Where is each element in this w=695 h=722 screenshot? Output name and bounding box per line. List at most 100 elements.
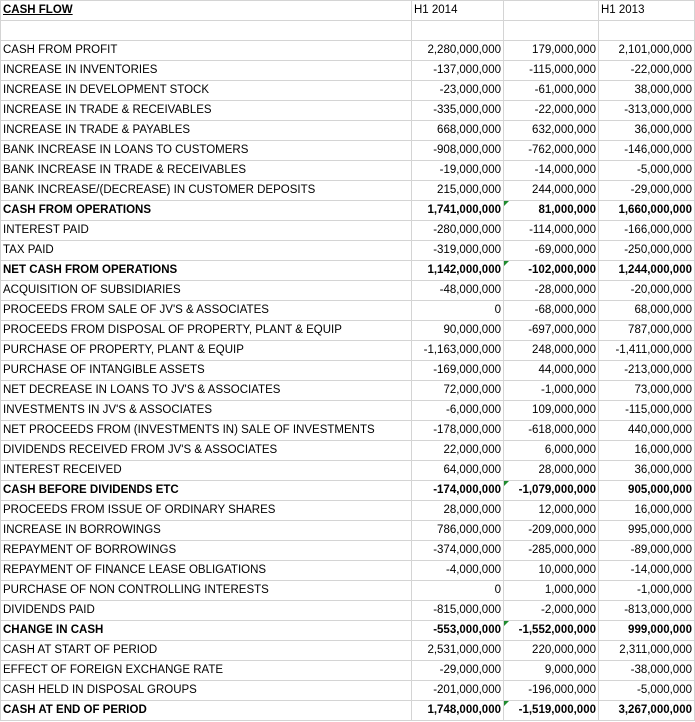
value-change[interactable]: -196,000,000 xyxy=(503,680,599,701)
value-change[interactable]: 1,000,000 xyxy=(503,580,599,601)
empty-cell[interactable] xyxy=(598,20,695,41)
value-h1-2013[interactable]: 73,000,000 xyxy=(598,380,695,401)
value-h1-2014[interactable]: -48,000,000 xyxy=(411,280,504,301)
row-label[interactable]: ACQUISITION OF SUBSIDIARIES xyxy=(0,280,412,301)
value-h1-2014[interactable]: -553,000,000 xyxy=(411,620,504,641)
row-label[interactable]: PURCHASE OF NON CONTROLLING INTERESTS xyxy=(0,580,412,601)
value-h1-2013[interactable]: -22,000,000 xyxy=(598,60,695,81)
value-change[interactable]: 10,000,000 xyxy=(503,560,599,581)
row-label[interactable]: CASH FROM PROFIT xyxy=(0,40,412,61)
value-h1-2014[interactable]: 668,000,000 xyxy=(411,120,504,141)
value-h1-2013[interactable]: -5,000,000 xyxy=(598,160,695,181)
value-h1-2014[interactable]: 215,000,000 xyxy=(411,180,504,201)
value-h1-2014[interactable]: -4,000,000 xyxy=(411,560,504,581)
value-h1-2013[interactable]: 36,000,000 xyxy=(598,120,695,141)
value-h1-2014[interactable]: 90,000,000 xyxy=(411,320,504,341)
value-change[interactable]: 9,000,000 xyxy=(503,660,599,681)
value-h1-2013[interactable]: -38,000,000 xyxy=(598,660,695,681)
row-label[interactable]: DIVIDENDS RECEIVED FROM JV'S & ASSOCIATE… xyxy=(0,440,412,461)
value-h1-2013[interactable]: 999,000,000 xyxy=(598,620,695,641)
value-h1-2013[interactable]: 1,244,000,000 xyxy=(598,260,695,281)
row-label[interactable]: CASH AT END OF PERIOD xyxy=(0,700,412,721)
value-h1-2014[interactable]: 1,748,000,000 xyxy=(411,700,504,721)
value-change[interactable]: -115,000,000 xyxy=(503,60,599,81)
empty-cell[interactable] xyxy=(411,20,504,41)
value-change[interactable]: -285,000,000 xyxy=(503,540,599,561)
value-h1-2014[interactable]: -1,163,000,000 xyxy=(411,340,504,361)
row-label[interactable]: NET CASH FROM OPERATIONS xyxy=(0,260,412,281)
empty-cell[interactable] xyxy=(0,20,412,41)
value-change[interactable]: -697,000,000 xyxy=(503,320,599,341)
value-h1-2014[interactable]: 0 xyxy=(411,580,504,601)
value-h1-2014[interactable]: 22,000,000 xyxy=(411,440,504,461)
value-h1-2014[interactable]: -201,000,000 xyxy=(411,680,504,701)
row-label[interactable]: NET DECREASE IN LOANS TO JV'S & ASSOCIAT… xyxy=(0,380,412,401)
row-label[interactable]: NET PROCEEDS FROM (INVESTMENTS IN) SALE … xyxy=(0,420,412,441)
value-change[interactable]: -1,552,000,000 xyxy=(503,620,599,641)
value-h1-2014[interactable]: 72,000,000 xyxy=(411,380,504,401)
row-label[interactable]: CASH AT START OF PERIOD xyxy=(0,640,412,661)
row-label[interactable]: BANK INCREASE/(DECREASE) IN CUSTOMER DEP… xyxy=(0,180,412,201)
value-h1-2014[interactable]: 1,142,000,000 xyxy=(411,260,504,281)
value-change[interactable]: -102,000,000 xyxy=(503,260,599,281)
row-label[interactable]: PURCHASE OF PROPERTY, PLANT & EQUIP xyxy=(0,340,412,361)
value-change[interactable]: -1,000,000 xyxy=(503,380,599,401)
value-change[interactable]: 44,000,000 xyxy=(503,360,599,381)
value-h1-2013[interactable]: -166,000,000 xyxy=(598,220,695,241)
value-h1-2014[interactable]: -29,000,000 xyxy=(411,660,504,681)
value-change[interactable]: 244,000,000 xyxy=(503,180,599,201)
value-change[interactable]: -1,079,000,000 xyxy=(503,480,599,501)
value-h1-2013[interactable]: 1,660,000,000 xyxy=(598,200,695,221)
row-label[interactable]: PROCEEDS FROM ISSUE OF ORDINARY SHARES xyxy=(0,500,412,521)
value-h1-2014[interactable]: -6,000,000 xyxy=(411,400,504,421)
value-h1-2013[interactable]: 787,000,000 xyxy=(598,320,695,341)
value-h1-2014[interactable]: 2,280,000,000 xyxy=(411,40,504,61)
value-h1-2013[interactable]: -213,000,000 xyxy=(598,360,695,381)
value-change[interactable]: 179,000,000 xyxy=(503,40,599,61)
sheet-title[interactable]: CASH FLOW xyxy=(0,0,412,21)
row-label[interactable]: REPAYMENT OF FINANCE LEASE OBLIGATIONS xyxy=(0,560,412,581)
value-h1-2014[interactable]: -137,000,000 xyxy=(411,60,504,81)
value-change[interactable]: -762,000,000 xyxy=(503,140,599,161)
value-change[interactable]: 248,000,000 xyxy=(503,340,599,361)
value-h1-2013[interactable]: -5,000,000 xyxy=(598,680,695,701)
value-h1-2014[interactable]: 0 xyxy=(411,300,504,321)
value-change[interactable]: -28,000,000 xyxy=(503,280,599,301)
row-label[interactable]: INTEREST PAID xyxy=(0,220,412,241)
value-h1-2013[interactable]: 38,000,000 xyxy=(598,80,695,101)
row-label[interactable]: REPAYMENT OF BORROWINGS xyxy=(0,540,412,561)
value-h1-2013[interactable]: 36,000,000 xyxy=(598,460,695,481)
column-header-change[interactable] xyxy=(503,0,599,21)
value-h1-2013[interactable]: -313,000,000 xyxy=(598,100,695,121)
value-change[interactable]: -22,000,000 xyxy=(503,100,599,121)
row-label[interactable]: PROCEEDS FROM DISPOSAL OF PROPERTY, PLAN… xyxy=(0,320,412,341)
value-h1-2014[interactable]: -280,000,000 xyxy=(411,220,504,241)
value-h1-2014[interactable]: -815,000,000 xyxy=(411,600,504,621)
value-h1-2013[interactable]: 16,000,000 xyxy=(598,500,695,521)
column-header-h1-2013[interactable]: H1 2013 xyxy=(598,0,695,21)
value-h1-2013[interactable]: -29,000,000 xyxy=(598,180,695,201)
value-h1-2013[interactable]: -813,000,000 xyxy=(598,600,695,621)
row-label[interactable]: PROCEEDS FROM SALE OF JV'S & ASSOCIATES xyxy=(0,300,412,321)
value-change[interactable]: 109,000,000 xyxy=(503,400,599,421)
row-label[interactable]: CASH HELD IN DISPOSAL GROUPS xyxy=(0,680,412,701)
value-h1-2014[interactable]: 1,741,000,000 xyxy=(411,200,504,221)
value-h1-2013[interactable]: -14,000,000 xyxy=(598,560,695,581)
value-h1-2013[interactable]: 440,000,000 xyxy=(598,420,695,441)
value-change[interactable]: 12,000,000 xyxy=(503,500,599,521)
value-h1-2013[interactable]: -1,000,000 xyxy=(598,580,695,601)
value-h1-2014[interactable]: 64,000,000 xyxy=(411,460,504,481)
row-label[interactable]: CASH BEFORE DIVIDENDS ETC xyxy=(0,480,412,501)
value-h1-2014[interactable]: -169,000,000 xyxy=(411,360,504,381)
value-h1-2013[interactable]: -89,000,000 xyxy=(598,540,695,561)
value-change[interactable]: 81,000,000 xyxy=(503,200,599,221)
value-change[interactable]: -209,000,000 xyxy=(503,520,599,541)
row-label[interactable]: INCREASE IN TRADE & RECEIVABLES xyxy=(0,100,412,121)
column-header-h1-2014[interactable]: H1 2014 xyxy=(411,0,504,21)
value-change[interactable]: -1,519,000,000 xyxy=(503,700,599,721)
row-label[interactable]: INCREASE IN INVENTORIES xyxy=(0,60,412,81)
value-change[interactable]: -14,000,000 xyxy=(503,160,599,181)
value-h1-2014[interactable]: -335,000,000 xyxy=(411,100,504,121)
value-change[interactable]: 632,000,000 xyxy=(503,120,599,141)
value-h1-2014[interactable]: -23,000,000 xyxy=(411,80,504,101)
